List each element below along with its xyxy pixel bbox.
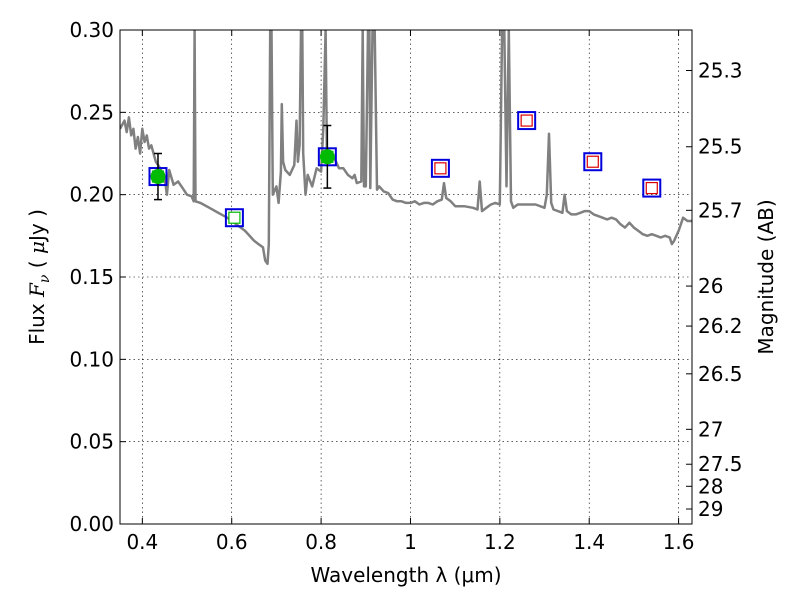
y-tick-label: 0.30 bbox=[69, 18, 114, 42]
model-photometry-inner bbox=[520, 114, 533, 127]
y-axis-label: Flux Fν ( μJy ) bbox=[25, 209, 53, 345]
model-photometry-box bbox=[642, 178, 662, 198]
right-tick-label: 28 bbox=[698, 474, 723, 498]
x-tick-label: 1 bbox=[404, 530, 417, 554]
y-tick-label: 0.00 bbox=[69, 512, 114, 536]
y-axis-label-text: Flux bbox=[25, 297, 49, 345]
right-tick-label: 27 bbox=[698, 417, 723, 441]
model-photometry-box bbox=[430, 158, 450, 178]
model-photometry-inner bbox=[645, 181, 658, 195]
right-tick-label: 29 bbox=[698, 497, 723, 521]
x-tick-label: 0.4 bbox=[126, 530, 158, 554]
x-tick-label: 1.6 bbox=[663, 530, 695, 554]
right-tick-label: 27.5 bbox=[698, 452, 743, 476]
observed-point bbox=[150, 169, 166, 185]
model-photometry-inner bbox=[586, 155, 599, 168]
right-tick-label: 25.5 bbox=[698, 135, 743, 159]
right-tick-label: 26 bbox=[698, 274, 723, 298]
spectrum-line bbox=[120, 30, 692, 266]
observed-points bbox=[150, 124, 335, 201]
x-tick-label: 0.8 bbox=[305, 530, 337, 554]
model-spectrum bbox=[120, 30, 692, 266]
x-tick-label: 1.4 bbox=[573, 530, 605, 554]
model-photometry-inner bbox=[228, 211, 241, 224]
x-tick-label: 0.6 bbox=[216, 530, 248, 554]
y-tick-label: 0.25 bbox=[69, 100, 114, 124]
model-photometry-box bbox=[224, 208, 244, 228]
right-tick-label: 25.7 bbox=[698, 198, 743, 222]
right-tick-label: 26.2 bbox=[698, 314, 743, 338]
model-photometry-box bbox=[517, 111, 537, 131]
observed-point bbox=[319, 149, 335, 165]
x-axis-label: Wavelength λ (μm) bbox=[310, 563, 501, 587]
x-tick-label: 1.2 bbox=[484, 530, 516, 554]
right-tick-label: 25.3 bbox=[698, 59, 743, 83]
y-tick-label: 0.05 bbox=[69, 430, 114, 454]
ticks: 0.4 0.6 0.8 1 1.2 1.4 1.6 0.00 0.05 0.10 0.15 0.20 0… bbox=[69, 18, 742, 554]
right-tick-label: 26.5 bbox=[698, 362, 743, 386]
y-tick-label: 0.15 bbox=[69, 265, 114, 289]
y-tick-label: 0.20 bbox=[69, 183, 114, 207]
model-photometry-inner bbox=[434, 162, 447, 175]
model-photometry bbox=[148, 111, 662, 228]
right-axis-label: Magnitude (AB) bbox=[754, 199, 778, 354]
model-photometry-box bbox=[583, 152, 603, 172]
y-tick-label: 0.10 bbox=[69, 347, 114, 371]
